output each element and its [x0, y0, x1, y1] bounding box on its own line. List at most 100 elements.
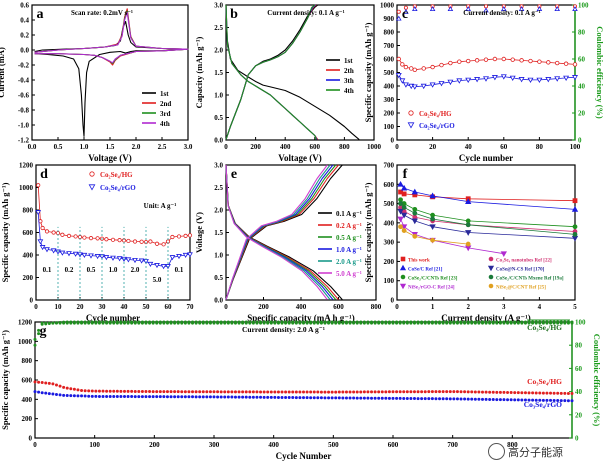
- y-axis-label: Specific capacity (mAh g⁻¹): [0, 330, 10, 430]
- data-point: [416, 390, 420, 394]
- data-point: [187, 390, 191, 394]
- data-point: [219, 390, 223, 394]
- data-point: [572, 198, 578, 204]
- data-point: [216, 390, 220, 394]
- y2-tick-label: 60: [578, 56, 586, 64]
- data-point: [255, 390, 259, 394]
- data-point: [273, 395, 277, 399]
- data-point: [62, 321, 66, 325]
- data-point: [563, 321, 567, 325]
- data-point: [119, 395, 123, 399]
- data-point: [509, 391, 513, 395]
- x-axis-label: Voltage (V): [278, 153, 321, 163]
- data-point: [266, 395, 270, 399]
- data-point: [334, 396, 338, 400]
- data-point: [80, 394, 84, 398]
- data-point: [173, 395, 177, 399]
- data-point: [546, 60, 551, 65]
- data-point: [205, 321, 209, 325]
- data-point: [237, 321, 241, 325]
- data-point: [456, 78, 463, 84]
- plot-frame: [396, 4, 576, 141]
- data-point: [370, 396, 374, 400]
- data-point: [95, 236, 100, 241]
- data-point: [219, 395, 223, 399]
- y-tick-label: -0.8: [18, 107, 30, 115]
- data-point: [491, 321, 495, 325]
- panel-f: 0 1 2 3 4 5 0 100 200 300 400 500 600 700 Current dens…: [363, 162, 579, 323]
- legend-label: 0.2 A g⁻¹: [336, 222, 362, 230]
- y-axis-label: Current (mA): [0, 47, 6, 98]
- data-point: [137, 389, 141, 393]
- data-point: [352, 321, 356, 325]
- data-point: [412, 321, 416, 325]
- data-point: [284, 395, 288, 399]
- data-point: [416, 397, 420, 401]
- data-point: [81, 252, 88, 259]
- data-point: [169, 390, 173, 394]
- data-point: [133, 389, 137, 393]
- panel-a: 0.0 0.5 1.0 1.5 2.0 2.5 3.0 -1.2 -1.0 -0.8 -0.6 -0.…: [0, 2, 193, 164]
- y-tick-label: 600: [22, 377, 33, 385]
- data-point: [119, 321, 123, 325]
- rate-label: 5.0: [153, 276, 162, 284]
- data-point: [327, 396, 331, 400]
- data-point: [523, 391, 527, 395]
- data-point: [244, 395, 248, 399]
- panel-letter: b: [230, 7, 238, 22]
- data-point: [513, 398, 517, 402]
- data-point: [223, 321, 227, 325]
- data-point: [154, 241, 160, 246]
- data-point: [327, 321, 331, 325]
- data-point: [327, 390, 331, 394]
- data-point: [40, 381, 44, 385]
- data-point: [162, 395, 166, 399]
- data-point: [412, 214, 418, 220]
- series-label: Co₃Se₄/HG: [527, 323, 562, 332]
- data-point: [123, 321, 126, 325]
- data-point: [291, 390, 295, 394]
- data-point: [344, 321, 348, 325]
- data-point: [401, 205, 407, 210]
- data-point: [397, 180, 404, 187]
- data-point: [420, 321, 424, 325]
- data-point: [140, 390, 144, 394]
- annotation-text: Current density: 0.1 A g⁻¹: [267, 9, 344, 17]
- y-tick-label: 800: [23, 207, 34, 215]
- data-point: [130, 389, 134, 393]
- data-point: [549, 321, 553, 325]
- data-point: [438, 81, 445, 87]
- data-point: [69, 321, 73, 325]
- data-point: [262, 395, 266, 399]
- x-tick-label: 400: [296, 303, 307, 311]
- data-point: [176, 234, 182, 239]
- x-tick-label: 200: [250, 143, 261, 151]
- data-point: [158, 390, 162, 394]
- legend-marker: [487, 265, 495, 272]
- data-point: [144, 395, 148, 399]
- data-point: [105, 394, 109, 398]
- y-tick-label: 1000: [18, 338, 33, 346]
- data-point: [50, 248, 57, 254]
- data-point: [83, 321, 87, 325]
- legend-label: 0.1 A g⁻¹: [336, 210, 362, 218]
- annotation-text: Unit: A g⁻¹: [144, 202, 177, 210]
- data-point: [219, 321, 223, 325]
- data-point: [481, 397, 484, 401]
- data-point: [537, 59, 542, 64]
- data-point: [395, 73, 402, 79]
- x-tick-label: 60: [500, 143, 508, 151]
- y-tick-label: 400: [384, 83, 395, 91]
- data-point: [344, 390, 348, 394]
- data-point: [112, 321, 116, 325]
- data-point: [391, 396, 395, 400]
- data-point: [552, 321, 556, 325]
- data-point: [58, 393, 62, 397]
- legend-label: 2th: [344, 67, 354, 75]
- data-point: [248, 395, 252, 399]
- data-point: [412, 206, 418, 212]
- data-point: [201, 390, 205, 394]
- legend-marker: [488, 256, 494, 262]
- data-point: [448, 321, 452, 325]
- y-axis-label: Voltage (V): [194, 212, 204, 253]
